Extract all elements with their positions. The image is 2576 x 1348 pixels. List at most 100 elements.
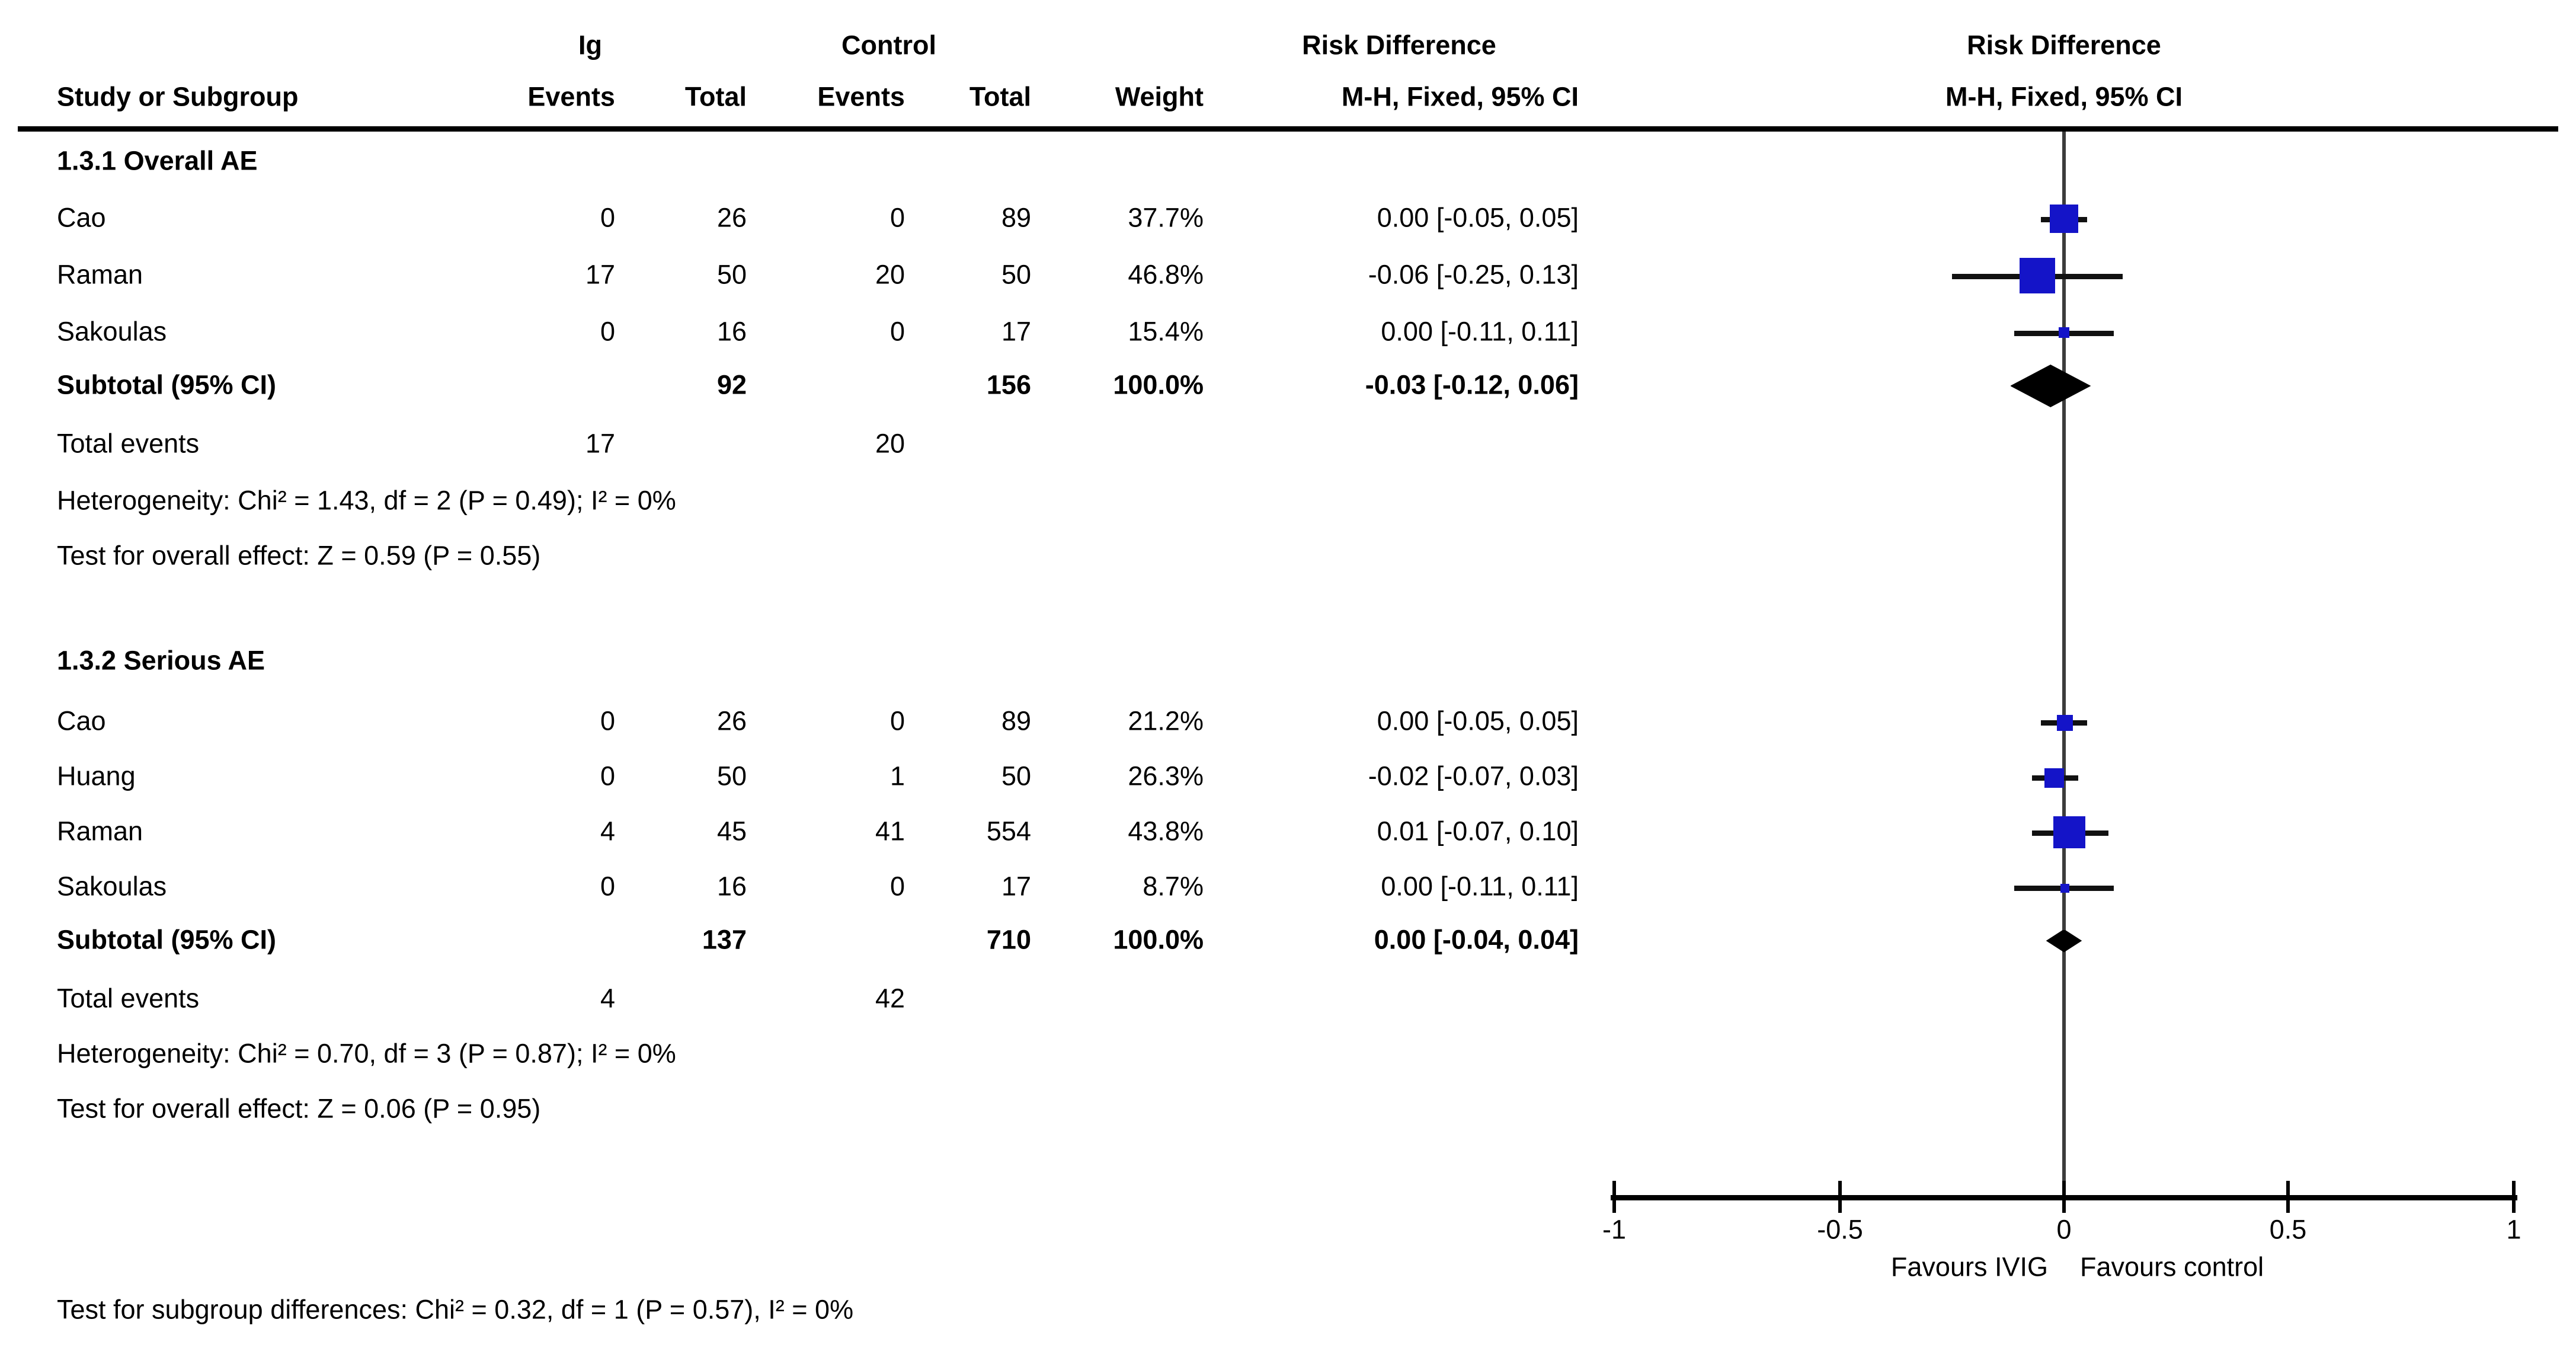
weight-value: 37.7% (1128, 203, 1204, 234)
total-events-label: Total events (57, 429, 200, 460)
ci-text: -0.06 [-0.25, 0.13] (1368, 260, 1579, 291)
ig-total: 16 (716, 317, 747, 348)
col-control-events-header: Events (817, 82, 905, 113)
subtotal-label: Subtotal (95% CI) (57, 925, 277, 956)
group1-header: Ig (578, 31, 603, 62)
ig-events: 0 (600, 872, 615, 903)
control-total: 50 (1001, 762, 1031, 793)
heterogeneity-text: Heterogeneity: Chi² = 1.43, df = 2 (P = … (57, 486, 676, 517)
axis-tick (1838, 1181, 1842, 1213)
control-total: 50 (1001, 260, 1031, 291)
study-name: Raman (57, 260, 143, 291)
ig-subtotal: 137 (702, 925, 747, 956)
ig-total: 50 (716, 762, 747, 793)
ci-text: 0.00 [-0.11, 0.11] (1381, 317, 1579, 348)
ig-total: 45 (716, 817, 747, 848)
header-rule (18, 126, 2558, 132)
total-events-ig: 4 (600, 984, 615, 1015)
control-total: 554 (986, 817, 1031, 848)
ig-events: 0 (600, 317, 615, 348)
total-events-label: Total events (57, 984, 200, 1015)
ci-whisker (2032, 829, 2109, 835)
ig-total: 50 (716, 260, 747, 291)
ci-subtotal: -0.03 [-0.12, 0.06] (1365, 370, 1579, 401)
axis-tick (2286, 1181, 2290, 1213)
col-weight-header: Weight (1115, 82, 1204, 113)
axis-tick (2512, 1181, 2516, 1213)
effect-title-table: Risk Difference (1302, 31, 1496, 62)
col-control-total-header: Total (969, 82, 1031, 113)
ig-events: 0 (600, 762, 615, 793)
effect-square (2052, 816, 2085, 848)
overall-effect-text: Test for overall effect: Z = 0.59 (P = 0… (57, 541, 541, 572)
weight-value: 26.3% (1128, 762, 1204, 793)
zero-effect-line (2062, 132, 2066, 1197)
control-events: 20 (875, 260, 905, 291)
col-ig-total-header: Total (684, 82, 747, 113)
weight-subtotal: 100.0% (1113, 925, 1204, 956)
subgroup-difference-text: Test for subgroup differences: Chi² = 0.… (57, 1295, 854, 1326)
control-events: 0 (889, 707, 905, 737)
ci-subtotal: 0.00 [-0.04, 0.04] (1374, 925, 1579, 956)
ig-events: 0 (600, 707, 615, 737)
total-events-ig: 17 (585, 429, 615, 460)
study-name: Cao (57, 203, 106, 234)
control-events: 0 (889, 872, 905, 903)
weight-value: 8.7% (1143, 872, 1204, 903)
subgroup-title: 1.3.2 Serious AE (57, 646, 265, 677)
axis-tick-label: -1 (1602, 1215, 1627, 1246)
subtotal-diamond (2010, 365, 2091, 407)
plot-method-header: M-H, Fixed, 95% CI (1945, 82, 2183, 113)
axis-tick-label: -0.5 (1817, 1215, 1863, 1246)
ci-whisker (1951, 273, 2123, 279)
ig-total: 26 (716, 203, 747, 234)
control-total: 17 (1001, 317, 1031, 348)
control-total: 17 (1001, 872, 1031, 903)
study-name: Sakoulas (57, 317, 167, 348)
control-total: 89 (1001, 203, 1031, 234)
favours-right-label: Favours control (2080, 1253, 2264, 1283)
col-method-header: M-H, Fixed, 95% CI (1341, 82, 1579, 113)
control-events: 41 (875, 817, 905, 848)
ig-events: 17 (585, 260, 615, 291)
ci-text: 0.01 [-0.07, 0.10] (1377, 817, 1579, 848)
ig-events: 4 (600, 817, 615, 848)
ci-text: -0.02 [-0.07, 0.03] (1368, 762, 1579, 793)
control-subtotal: 156 (986, 370, 1031, 401)
axis-tick (1612, 1181, 1616, 1213)
control-total: 89 (1001, 707, 1031, 737)
favours-left-label: Favours IVIG (1890, 1253, 2048, 1283)
effect-title-plot: Risk Difference (1967, 31, 2161, 62)
weight-subtotal: 100.0% (1113, 370, 1204, 401)
effect-square (2019, 258, 2055, 293)
ci-text: 0.00 [-0.11, 0.11] (1381, 872, 1579, 903)
ig-total: 26 (716, 707, 747, 737)
col-study-header: Study or Subgroup (57, 82, 299, 113)
heterogeneity-text: Heterogeneity: Chi² = 0.70, df = 3 (P = … (57, 1039, 676, 1070)
axis-tick-label: 0 (2056, 1215, 2072, 1246)
ig-subtotal: 92 (716, 370, 747, 401)
col-ig-events-header: Events (527, 82, 615, 113)
control-subtotal: 710 (986, 925, 1031, 956)
total-events-control: 42 (875, 984, 905, 1015)
ci-text: 0.00 [-0.05, 0.05] (1377, 707, 1579, 737)
overall-effect-text: Test for overall effect: Z = 0.06 (P = 0… (57, 1094, 541, 1125)
subgroup-title: 1.3.1 Overall AE (57, 146, 258, 177)
study-name: Raman (57, 817, 143, 848)
weight-value: 46.8% (1128, 260, 1204, 291)
weight-value: 15.4% (1128, 317, 1204, 348)
axis-tick-label: 1 (2506, 1215, 2521, 1246)
control-events: 0 (889, 317, 905, 348)
study-name: Sakoulas (57, 872, 167, 903)
subtotal-label: Subtotal (95% CI) (57, 370, 277, 401)
control-events: 1 (889, 762, 905, 793)
weight-value: 43.8% (1128, 817, 1204, 848)
group2-header: Control (841, 31, 936, 62)
study-name: Huang (57, 762, 136, 793)
control-events: 0 (889, 203, 905, 234)
ig-events: 0 (600, 203, 615, 234)
ig-total: 16 (716, 872, 747, 903)
total-events-control: 20 (875, 429, 905, 460)
